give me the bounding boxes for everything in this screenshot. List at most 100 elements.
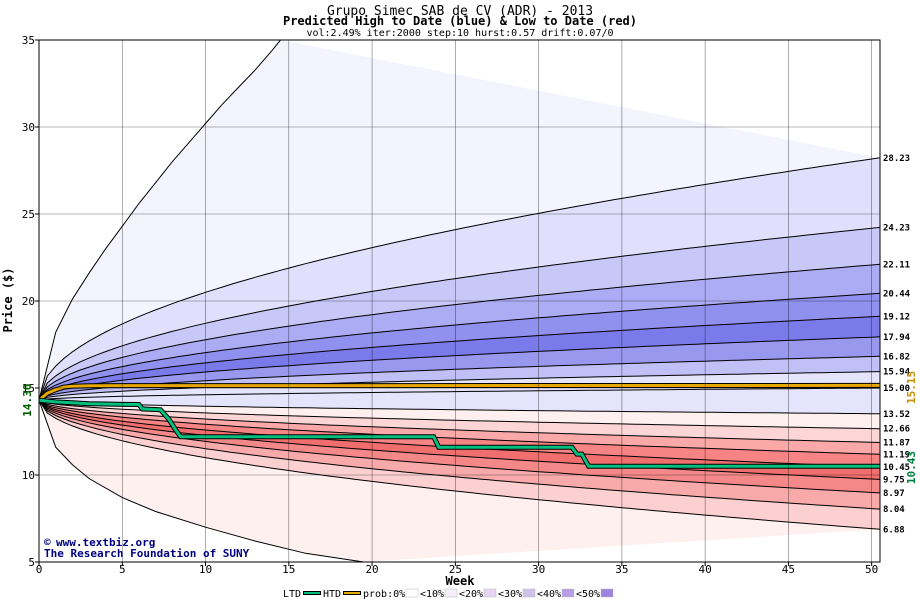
legend-label-prob: prob:0% bbox=[363, 589, 405, 600]
high-band-5 bbox=[39, 293, 880, 401]
low-end-label: 9.75 bbox=[883, 475, 905, 485]
legend-swatch-prob bbox=[600, 588, 614, 598]
y-tick-label: 10 bbox=[22, 469, 35, 482]
x-tick-label: 15 bbox=[282, 563, 295, 576]
high-end-label: 15.94 bbox=[883, 368, 911, 378]
low-end-label: 10.45 bbox=[883, 463, 910, 473]
credit-copyright-symbol: © bbox=[44, 536, 51, 549]
high-band-4 bbox=[39, 264, 880, 401]
y-tick-label: 5 bbox=[28, 556, 35, 569]
chart-title: Grupo Simec SAB de CV (ADR) - 2013 bbox=[327, 4, 593, 19]
legend-swatch-prob bbox=[522, 588, 536, 598]
credit-organization: The Research Foundation of SUNY bbox=[44, 547, 250, 560]
legend-swatch-prob bbox=[561, 588, 575, 598]
high-band-8 bbox=[39, 356, 880, 401]
low-percentile-line-8 bbox=[39, 399, 880, 530]
credit-url[interactable]: www.textbiz.org bbox=[56, 536, 155, 549]
low-end-label: 13.52 bbox=[883, 410, 910, 420]
legend-label-ltd: LTD bbox=[283, 589, 301, 600]
y-tick-label: 15 bbox=[22, 382, 35, 395]
low-band-4 bbox=[39, 400, 880, 468]
low-band-8 bbox=[39, 400, 880, 530]
high-percentile-line-7 bbox=[39, 355, 880, 401]
high-end-label: 15.00 bbox=[883, 384, 910, 394]
low-band-6 bbox=[39, 400, 880, 493]
legend-label-htd: HTD bbox=[323, 589, 341, 600]
high-percentile-line-9 bbox=[39, 387, 880, 401]
low-end-label: 6.88 bbox=[883, 525, 905, 535]
high-end-label: 22.11 bbox=[883, 260, 910, 270]
x-tick-label: 10 bbox=[199, 563, 212, 576]
high-band-7 bbox=[39, 336, 880, 401]
y-tick-label: 25 bbox=[22, 208, 35, 221]
low-percentile-line-7 bbox=[39, 399, 880, 510]
x-tick-label: 0 bbox=[36, 563, 43, 576]
htd-line bbox=[39, 383, 880, 402]
legend-swatch-ltd bbox=[304, 592, 320, 594]
low-percentile-line-0 bbox=[39, 399, 880, 415]
legend-swatch-prob bbox=[483, 588, 497, 598]
high-end-label: 28.23 bbox=[883, 154, 910, 164]
high-end-label: 24.23 bbox=[883, 223, 910, 233]
high-end-label: 19.12 bbox=[883, 312, 910, 322]
x-tick-label: 45 bbox=[782, 563, 795, 576]
x-tick-label: 25 bbox=[449, 563, 462, 576]
high-end-label: 17.94 bbox=[883, 333, 911, 343]
high-end-label: 16.82 bbox=[883, 352, 910, 362]
low-end-label: 11.19 bbox=[883, 450, 910, 460]
high-band-3 bbox=[39, 227, 880, 401]
probability-bands bbox=[39, 40, 880, 562]
high-percentile-line-3 bbox=[39, 263, 880, 401]
end-labels: 14.30 28.23 24.23 22.11 20.44 19.12 17.94 16.82… bbox=[21, 154, 918, 535]
low-band-3 bbox=[39, 400, 880, 455]
start-price-label: 14.30 bbox=[21, 384, 34, 417]
high-percentile-line-4 bbox=[39, 292, 880, 401]
high-percentile-line-6 bbox=[39, 336, 880, 401]
legend-label-prob: <20% bbox=[459, 589, 483, 600]
y-tick-label: 35 bbox=[22, 34, 35, 47]
high-end-label: 20.44 bbox=[883, 289, 911, 299]
high-percentile-line-8 bbox=[39, 371, 880, 401]
low-end-label: 11.87 bbox=[883, 438, 910, 448]
high-percentile-line-5 bbox=[39, 315, 880, 401]
high-band-6 bbox=[39, 316, 880, 401]
chart-subtitle: Predicted High to Date (blue) & Low to D… bbox=[283, 14, 637, 28]
series-lines bbox=[39, 382, 880, 469]
legend-label-prob: <40% bbox=[537, 589, 561, 600]
x-axis-label: Week bbox=[446, 574, 476, 588]
x-tick-label: 30 bbox=[532, 563, 545, 576]
low-band-2 bbox=[39, 400, 880, 443]
y-axis-label: Price ($) bbox=[1, 267, 15, 332]
high-percentile-line-2 bbox=[39, 226, 880, 401]
legend-label-prob: <10% bbox=[420, 589, 444, 600]
y-tick-label: 20 bbox=[22, 295, 35, 308]
legend-swatch-htd bbox=[344, 592, 360, 594]
ltd-line bbox=[39, 398, 880, 468]
credit: © www.textbiz.org The Research Foundatio… bbox=[44, 536, 250, 560]
low-band-9 bbox=[39, 400, 880, 562]
legend-swatch-prob bbox=[405, 588, 419, 598]
high-percentile-line-0 bbox=[39, 40, 281, 401]
x-tick-label: 5 bbox=[119, 563, 126, 576]
x-tick-label: 40 bbox=[699, 563, 712, 576]
legend: LTD HTD prob:0% <10% <20% <30% <40% <50% bbox=[283, 588, 614, 600]
low-end-label: 8.04 bbox=[883, 505, 905, 515]
x-tick-label: 35 bbox=[615, 563, 628, 576]
low-end-label: 8.97 bbox=[883, 489, 905, 499]
low-percentile-line-2 bbox=[39, 399, 880, 443]
high-band-1 bbox=[39, 40, 880, 401]
low-percentile-line-9 bbox=[39, 400, 364, 562]
low-percentile-line-1 bbox=[39, 399, 880, 430]
legend-label-prob: <50% bbox=[576, 589, 600, 600]
high-band-2 bbox=[39, 157, 880, 401]
ltd-value-label: 10.43 bbox=[905, 451, 918, 484]
chart-params: vol:2.49% iter:2000 step:10 hurst:0.57 d… bbox=[306, 28, 613, 39]
low-end-label: 12.66 bbox=[883, 425, 910, 435]
low-band-7 bbox=[39, 400, 880, 510]
y-tick-label: 30 bbox=[22, 121, 35, 134]
htd-value-label: 15.15 bbox=[905, 371, 918, 404]
x-tick-label: 50 bbox=[865, 563, 878, 576]
